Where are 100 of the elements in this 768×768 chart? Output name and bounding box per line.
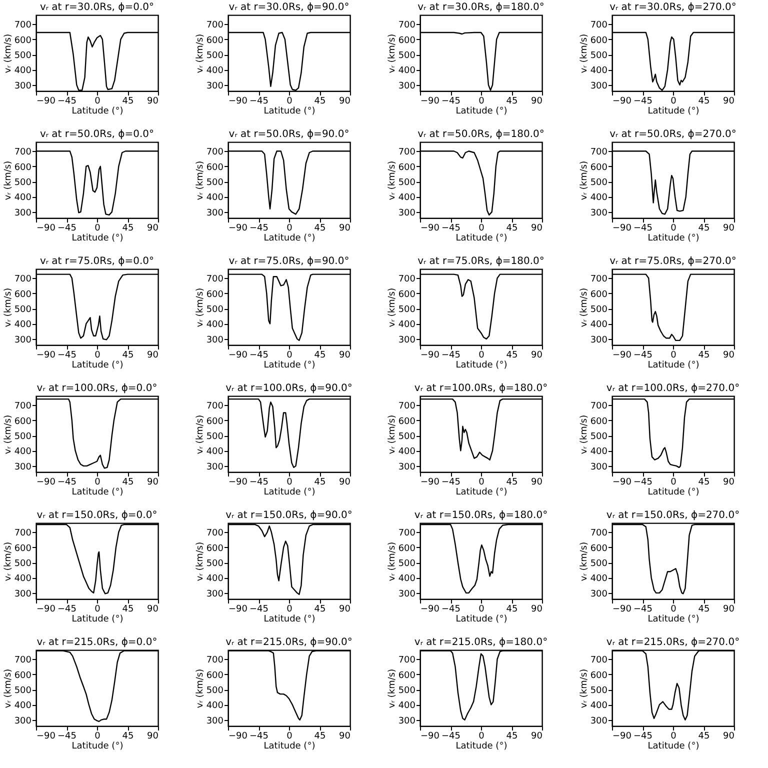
x-tick-label: 45 (122, 224, 134, 234)
x-tick-label: 90 (339, 350, 351, 360)
x-tick-label: 90 (531, 350, 543, 360)
x-tick-label: 0 (670, 224, 677, 234)
chart-title: vᵣ at r=50.0Rs, ϕ=270.0° (610, 129, 736, 140)
x-tick-label: 0 (670, 478, 677, 488)
y-axis-title: vᵣ (km/s) (387, 160, 398, 200)
x-tick-label: −90 (612, 224, 632, 234)
x-axis-title: Latitude (°) (648, 488, 700, 498)
x-tick-label: 0 (670, 96, 677, 106)
y-tick-label: 500 (14, 686, 32, 696)
x-tick-label: 90 (531, 224, 543, 234)
y-tick-label: 700 (14, 274, 32, 285)
x-tick-label: −45 (442, 96, 460, 106)
x-axis-title: Latitude (°) (264, 360, 316, 370)
y-tick-label: 600 (206, 162, 224, 173)
x-tick-label: 90 (339, 604, 351, 614)
y-tick-label: 300 (14, 335, 32, 346)
y-axis-title: vᵣ (km/s) (579, 160, 590, 200)
x-tick-label: 0 (670, 732, 677, 742)
x-tick-label: −90 (228, 96, 248, 106)
y-tick-label: 600 (398, 162, 416, 173)
x-tick-label: 90 (531, 732, 543, 742)
x-axis-title: Latitude (°) (456, 488, 508, 498)
x-tick-label: 0 (670, 604, 677, 614)
y-axis-title: vᵣ (km/s) (195, 288, 206, 328)
y-tick-label: 700 (206, 148, 224, 158)
y-tick-label: 600 (206, 416, 224, 427)
y-axis-title: vᵣ (km/s) (579, 288, 590, 328)
y-axis-title: vᵣ (km/s) (387, 288, 398, 328)
x-axis-title: Latitude (°) (456, 106, 508, 116)
y-axis-title: vᵣ (km/s) (195, 160, 206, 200)
x-axis-title: Latitude (°) (456, 742, 508, 752)
x-tick-label: 0 (94, 350, 101, 360)
y-axis-title: vᵣ (km/s) (195, 34, 206, 74)
y-tick-label: 400 (14, 574, 32, 584)
y-tick-label: 400 (14, 193, 32, 204)
x-tick-label: 90 (723, 732, 735, 742)
y-tick-label: 600 (590, 162, 608, 173)
y-tick-label: 400 (398, 193, 416, 204)
y-tick-label: 300 (590, 208, 608, 218)
x-tick-label: 45 (698, 604, 710, 614)
y-tick-label: 700 (590, 20, 608, 31)
y-tick-label: 700 (206, 656, 224, 666)
x-axis-title: Latitude (°) (72, 106, 124, 116)
y-tick-label: 500 (398, 178, 416, 188)
x-tick-label: 90 (147, 350, 159, 360)
y-tick-label: 700 (398, 528, 416, 539)
x-tick-label: −90 (420, 350, 440, 360)
y-tick-label: 500 (206, 51, 224, 62)
x-tick-label: 45 (314, 604, 326, 614)
x-tick-label: −90 (612, 732, 632, 742)
x-tick-label: 45 (122, 732, 134, 742)
y-tick-label: 300 (398, 81, 416, 92)
y-tick-label: 300 (14, 462, 32, 472)
x-tick-label: 90 (723, 604, 735, 614)
y-tick-label: 600 (398, 36, 416, 46)
y-tick-label: 700 (206, 20, 224, 31)
x-tick-label: −90 (420, 224, 440, 234)
y-tick-label: 500 (590, 559, 608, 570)
x-tick-label: 0 (94, 224, 101, 234)
x-tick-label: −45 (634, 604, 652, 614)
x-tick-label: 45 (506, 224, 518, 234)
x-tick-label: −90 (228, 224, 248, 234)
y-tick-label: 500 (398, 305, 416, 316)
y-tick-label: 300 (14, 716, 32, 726)
x-tick-label: −45 (58, 350, 76, 360)
x-tick-label: 0 (286, 478, 293, 488)
y-tick-label: 500 (206, 559, 224, 570)
chart-title: vᵣ at r=50.0Rs, ϕ=0.0° (40, 129, 154, 140)
x-tick-label: −45 (58, 224, 76, 234)
x-tick-label: 0 (478, 732, 485, 742)
y-tick-label: 300 (14, 208, 32, 218)
y-axis-title: vᵣ (km/s) (195, 414, 206, 454)
x-tick-label: 45 (506, 96, 518, 106)
y-axis-title: vᵣ (km/s) (387, 542, 398, 582)
y-axis-title: vᵣ (km/s) (3, 668, 14, 708)
x-tick-label: −45 (442, 350, 460, 360)
y-tick-label: 600 (590, 36, 608, 46)
x-axis-title: Latitude (°) (264, 234, 316, 244)
y-tick-label: 700 (14, 656, 32, 666)
x-tick-label: 90 (147, 96, 159, 106)
y-axis-title: vᵣ (km/s) (3, 34, 14, 74)
y-tick-label: 300 (590, 335, 608, 346)
x-tick-label: 90 (147, 224, 159, 234)
y-tick-label: 500 (590, 305, 608, 316)
y-tick-label: 700 (398, 20, 416, 31)
y-axis-title: vᵣ (km/s) (579, 668, 590, 708)
x-tick-label: −45 (442, 478, 460, 488)
y-tick-label: 600 (14, 36, 32, 46)
y-tick-label: 300 (398, 462, 416, 472)
x-tick-label: −45 (634, 732, 652, 742)
x-tick-label: −45 (250, 224, 268, 234)
x-tick-label: −90 (420, 604, 440, 614)
x-axis-title: Latitude (°) (72, 614, 124, 624)
y-tick-label: 500 (14, 178, 32, 188)
chart-title: vᵣ at r=50.0Rs, ϕ=90.0° (228, 129, 350, 140)
x-axis-title: Latitude (°) (648, 234, 700, 244)
y-tick-label: 700 (590, 402, 608, 412)
y-tick-label: 700 (590, 148, 608, 158)
